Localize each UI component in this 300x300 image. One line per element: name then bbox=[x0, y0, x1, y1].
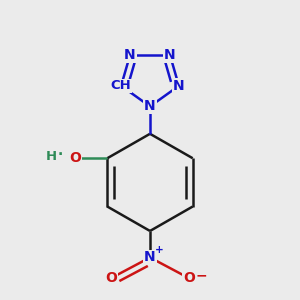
Text: O: O bbox=[69, 151, 81, 165]
Text: N: N bbox=[164, 48, 176, 62]
Text: O: O bbox=[105, 271, 117, 285]
Text: +: + bbox=[155, 245, 164, 255]
Text: CH: CH bbox=[111, 79, 131, 92]
Text: O: O bbox=[183, 271, 195, 285]
Text: N: N bbox=[144, 250, 156, 265]
Text: N: N bbox=[173, 79, 185, 93]
Text: H: H bbox=[46, 150, 57, 163]
Text: N: N bbox=[144, 99, 156, 113]
Text: −: − bbox=[195, 269, 207, 283]
Text: N: N bbox=[124, 48, 136, 62]
Text: ·: · bbox=[58, 148, 63, 162]
